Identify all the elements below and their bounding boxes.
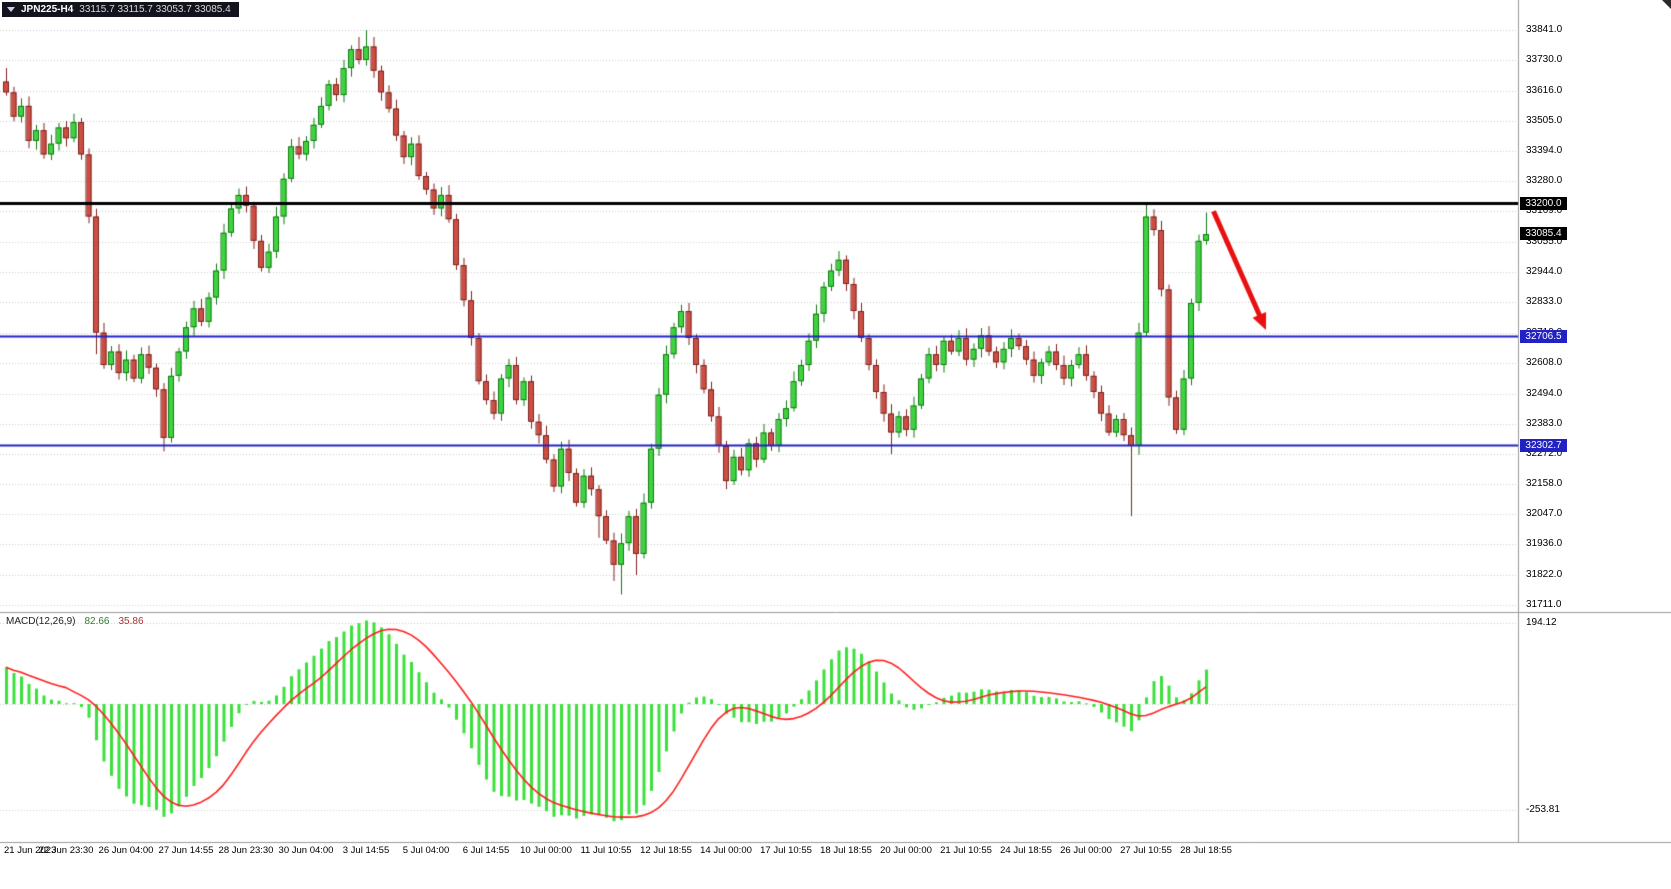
price-axis-label: 33730.0 bbox=[1526, 53, 1563, 65]
time-axis-label: 26 Jul 00:00 bbox=[1060, 845, 1112, 856]
time-axis-label: 12 Jul 18:55 bbox=[640, 845, 692, 856]
dropdown-caret-icon bbox=[7, 7, 15, 12]
price-line-label: 32706.5 bbox=[1520, 330, 1567, 343]
chart-scroll-icon[interactable] bbox=[1662, 0, 1671, 9]
time-axis-label: 28 Jul 18:55 bbox=[1180, 845, 1232, 856]
indicator-value-main: 82.66 bbox=[84, 616, 110, 627]
price-axis-label: 33505.0 bbox=[1526, 114, 1563, 126]
time-axis-label: 11 Jul 10:55 bbox=[580, 845, 632, 856]
price-axis-label: 32272.0 bbox=[1526, 447, 1563, 459]
time-axis-label: 24 Jul 18:55 bbox=[1000, 845, 1052, 856]
price-axis-label: 32383.0 bbox=[1526, 417, 1563, 429]
price-axis-label: 33616.0 bbox=[1526, 84, 1563, 96]
time-axis-label: 5 Jul 04:00 bbox=[402, 845, 450, 856]
chart-ohlc-quote: 33115.7 33115.7 33053.7 33085.4 bbox=[79, 4, 231, 15]
indicator-title: MACD(12,26,9) 82.66 35.86 bbox=[6, 616, 144, 627]
indicator-value-signal: 35.86 bbox=[118, 616, 144, 627]
price-axis-label: 33055.0 bbox=[1526, 236, 1563, 248]
price-axis-label: 33169.0 bbox=[1526, 205, 1563, 217]
price-line-label: 33200.0 bbox=[1520, 197, 1567, 210]
time-axis-label: 21 Jun 2023 bbox=[4, 845, 57, 856]
time-axis-label: 20 Jul 00:00 bbox=[880, 845, 932, 856]
price-axis-label: 31822.0 bbox=[1526, 569, 1563, 581]
price-axis-label: 31936.0 bbox=[1526, 538, 1563, 550]
indicator-axis-label: 194.12 bbox=[1526, 617, 1557, 628]
price-axis-label: 33394.0 bbox=[1526, 144, 1563, 156]
time-axis-label: 14 Jul 00:00 bbox=[700, 845, 752, 856]
indicator-axis-label: -253.81 bbox=[1526, 804, 1560, 815]
time-axis-label: 10 Jul 00:00 bbox=[520, 845, 572, 856]
price-axis[interactable]: 33841.0 33730.0 33616.0 33505.0 33394.0 33280… bbox=[1518, 0, 1671, 842]
current-price-label: 33085.4 bbox=[1520, 227, 1567, 240]
price-axis-label: 32608.0 bbox=[1526, 356, 1563, 368]
time-axis-label: 3 Jul 14:55 bbox=[342, 845, 390, 856]
time-axis-label: 17 Jul 10:55 bbox=[760, 845, 812, 856]
time-axis-label: 26 Jun 04:00 bbox=[98, 845, 154, 856]
symbol-quote-chip[interactable]: JPN225-H4 33115.7 33115.7 33053.7 33085.… bbox=[2, 2, 239, 17]
price-axis-label: 32833.0 bbox=[1526, 296, 1563, 308]
price-axis-label: 33841.0 bbox=[1526, 24, 1563, 35]
time-axis-label: 18 Jul 18:55 bbox=[820, 845, 872, 856]
price-axis-label: 32944.0 bbox=[1526, 266, 1563, 278]
price-axis-label: 32494.0 bbox=[1526, 387, 1563, 399]
price-axis-label: 32047.0 bbox=[1526, 508, 1563, 520]
price-axis-label: 33280.0 bbox=[1526, 175, 1563, 187]
price-axis-label: 32158.0 bbox=[1526, 478, 1563, 490]
time-axis-label: 6 Jul 14:55 bbox=[462, 845, 510, 856]
time-axis-label: 22 Jun 23:30 bbox=[38, 845, 94, 856]
price-line-label: 32302.7 bbox=[1520, 439, 1567, 452]
price-axis-label: 31711.0 bbox=[1526, 599, 1562, 610]
time-axis[interactable]: 21 Jun 2023 22 Jun 23:30 26 Jun 04:00 27 Ju… bbox=[0, 843, 1671, 865]
time-axis-label: 27 Jul 10:55 bbox=[1120, 845, 1172, 856]
time-axis-label: 28 Jun 23:30 bbox=[218, 845, 274, 856]
indicator-name: MACD(12,26,9) bbox=[6, 616, 76, 627]
time-axis-label: 21 Jul 10:55 bbox=[940, 845, 992, 856]
time-axis-label: 27 Jun 14:55 bbox=[158, 845, 214, 856]
time-axis-label: 30 Jun 04:00 bbox=[278, 845, 334, 856]
chart-symbol-period: JPN225-H4 bbox=[21, 4, 74, 15]
